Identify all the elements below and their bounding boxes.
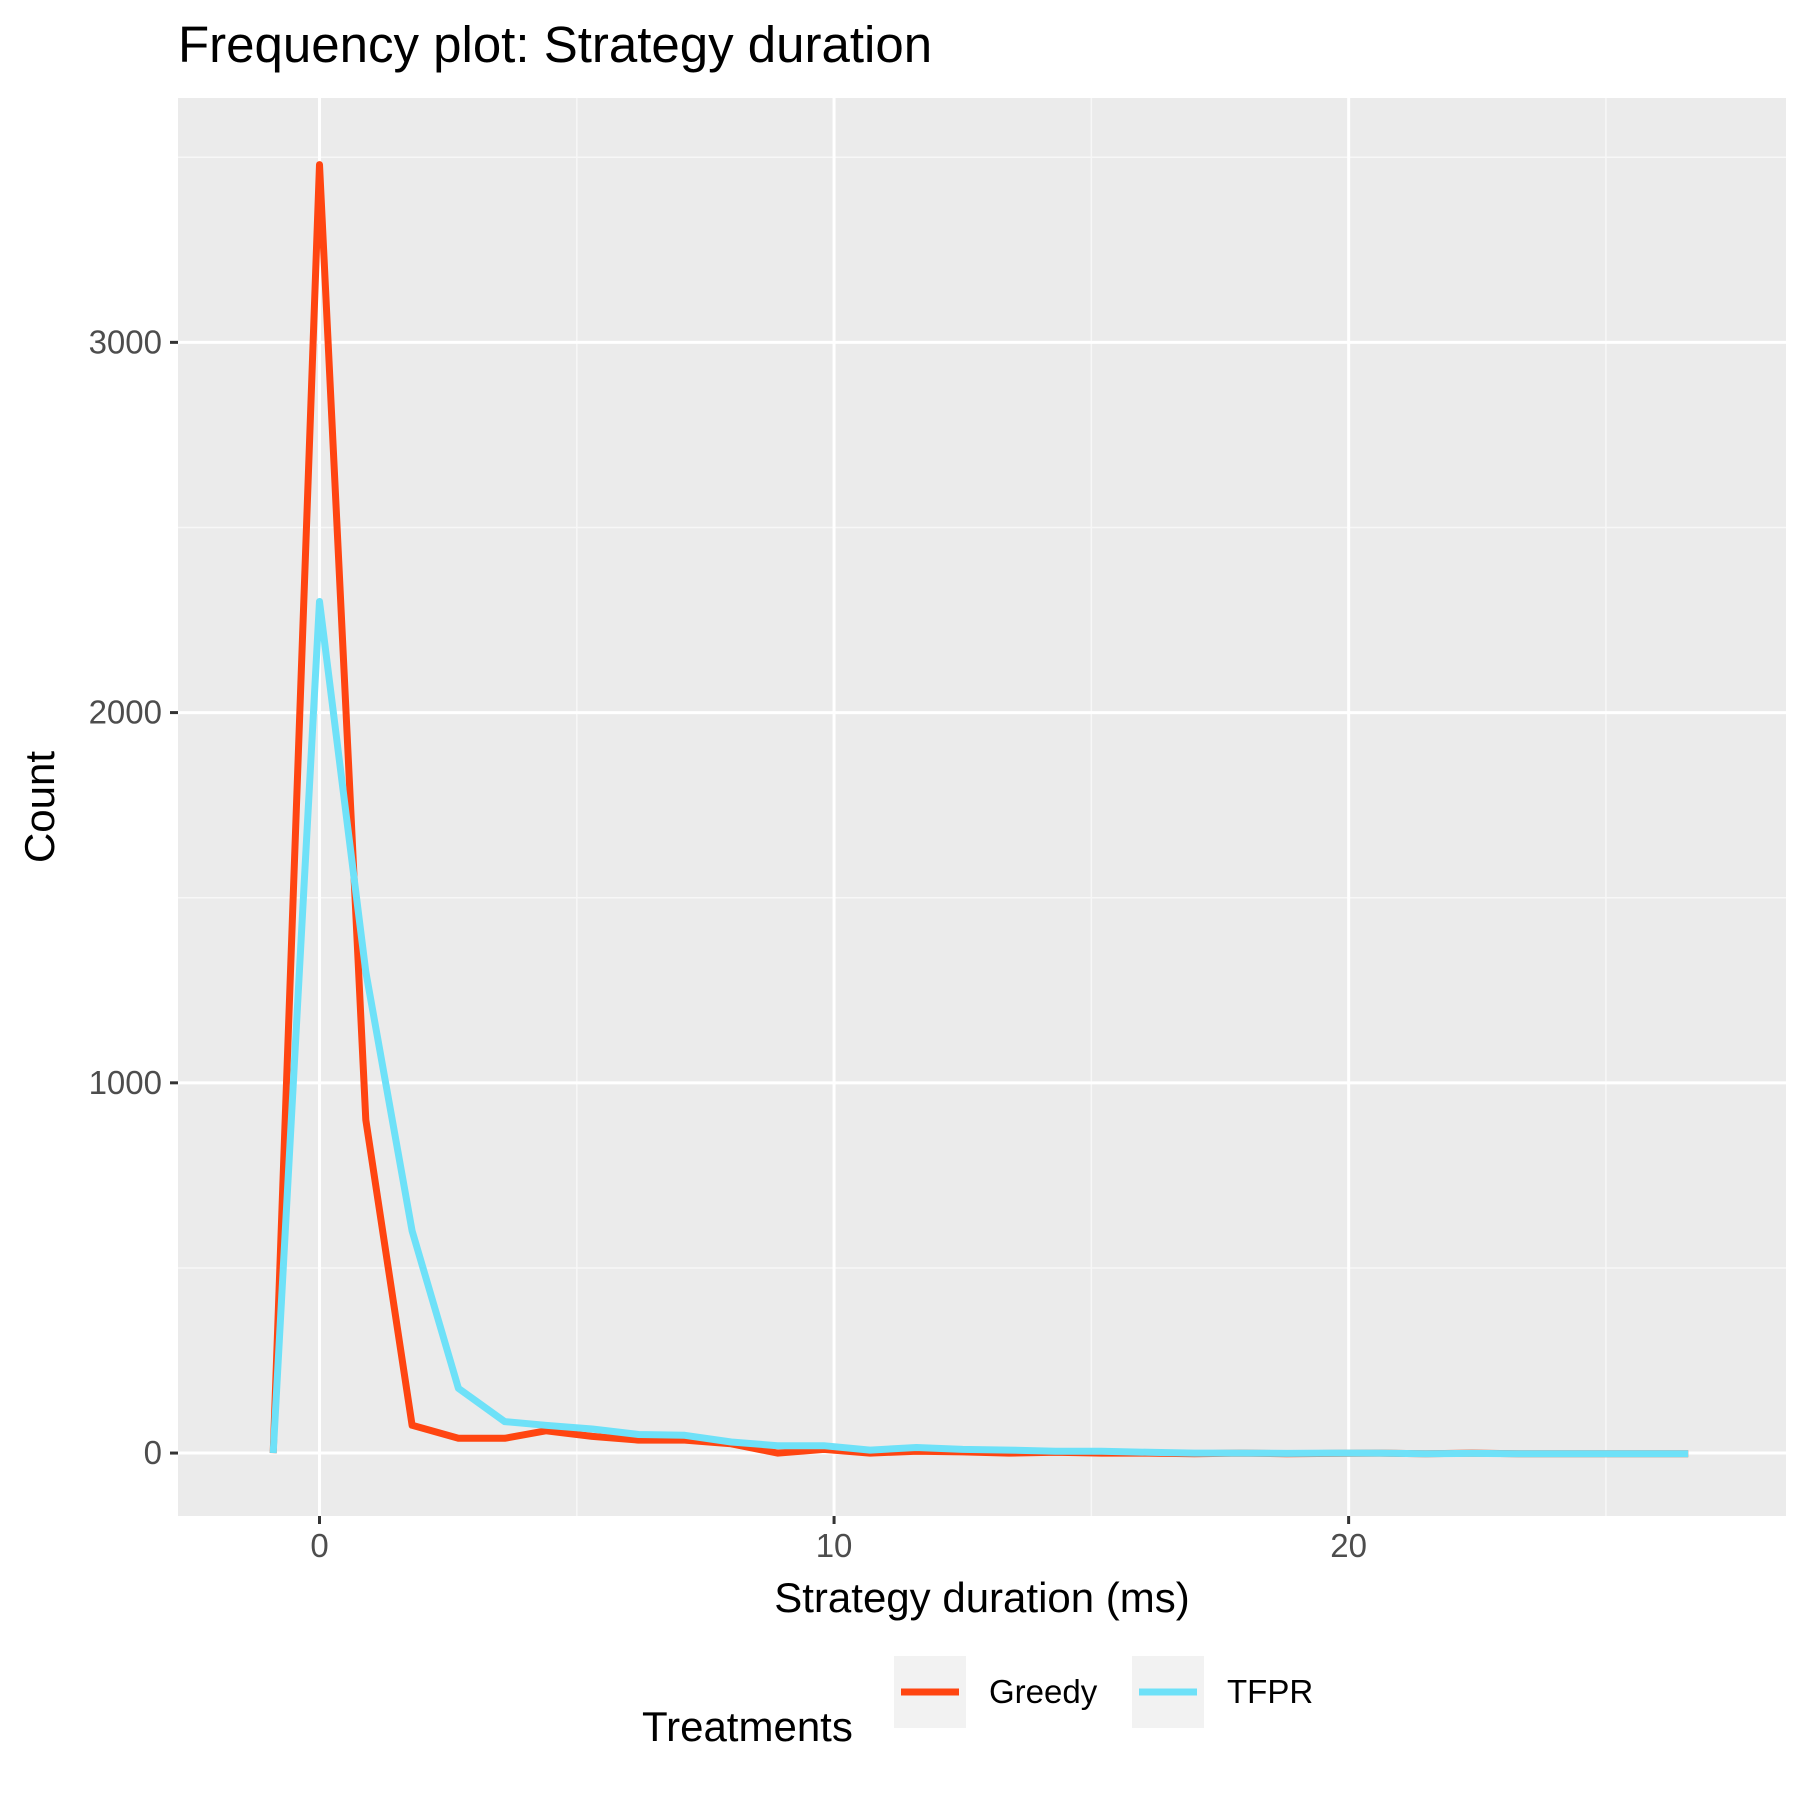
y-axis: 0 1000 2000 3000 (89, 323, 178, 1471)
y-axis-title: Count (16, 751, 63, 863)
x-axis: 0 10 20 (310, 1516, 1367, 1564)
legend-label: TFPR (1227, 1673, 1313, 1710)
legend-label: Greedy (989, 1673, 1098, 1710)
y-tick-label: 1000 (89, 1064, 162, 1101)
x-tick-label: 10 (816, 1527, 853, 1564)
y-tick-label: 0 (144, 1434, 162, 1471)
x-tick-label: 20 (1330, 1527, 1367, 1564)
legend-title: Treatments (642, 1703, 853, 1750)
x-axis-title: Strategy duration (ms) (774, 1574, 1190, 1621)
x-tick-label: 0 (310, 1527, 328, 1564)
y-tick-label: 3000 (89, 323, 162, 360)
series-line-tfpr (269, 598, 1689, 1458)
y-tick-label: 2000 (89, 694, 162, 731)
legend: Treatments Greedy TFPR (642, 1656, 1313, 1750)
chart-title: Frequency plot: Strategy duration (178, 16, 932, 73)
grid-minor (178, 98, 1786, 1516)
grid-major (178, 98, 1786, 1516)
series-layer (269, 161, 1689, 1458)
plot-panel (178, 98, 1786, 1516)
